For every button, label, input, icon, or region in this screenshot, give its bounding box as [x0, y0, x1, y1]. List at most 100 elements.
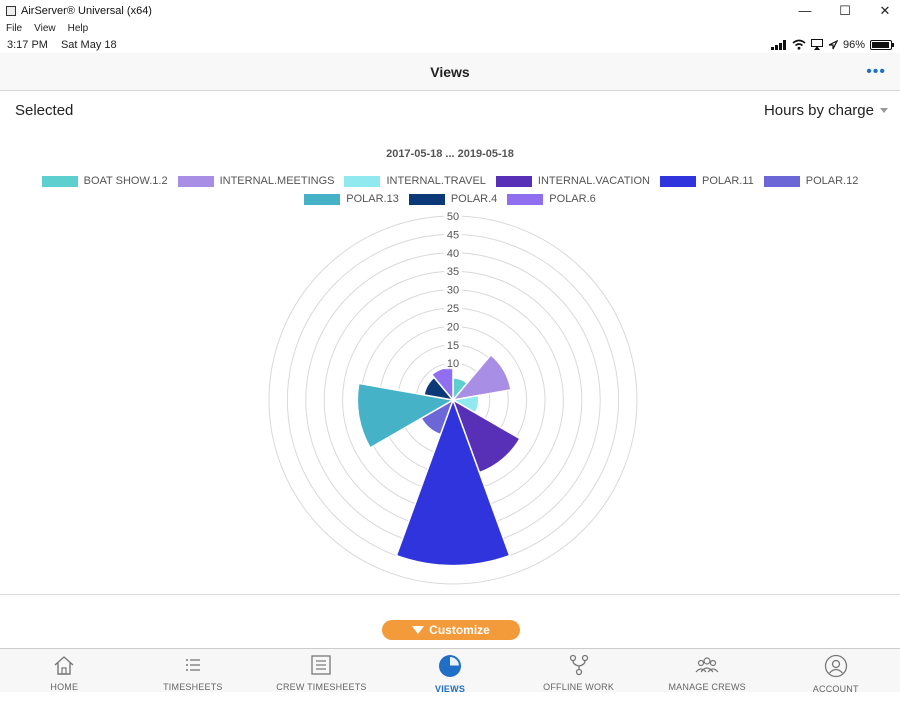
home-icon [52, 654, 76, 676]
legend-swatch [408, 193, 445, 205]
tab-label: VIEWS [435, 684, 466, 694]
user-icon [824, 654, 848, 678]
window-controls: — ☐ ✕ [780, 0, 900, 21]
polar-wedge [451, 353, 512, 402]
cellular-signal-icon [770, 39, 786, 50]
tick-label: 25 [447, 303, 459, 315]
legend-label: BOAT SHOW.1.2 [83, 175, 168, 187]
tab-label: CREW TIMESHEETS [276, 682, 367, 692]
page-title: Views [430, 64, 470, 80]
more-options-icon[interactable]: ••• [866, 63, 886, 80]
tick-label-bg [444, 228, 462, 241]
chart-legend: BOAT SHOW.1.2 INTERNAL.MEETINGS INTERNAL.T… [40, 175, 860, 205]
legend-swatch [41, 175, 78, 187]
status-bar: 3:17 PM Sat May 18 96% [0, 36, 900, 53]
tick-label-bg [444, 357, 462, 370]
tab-label: TIMESHEETS [163, 682, 223, 692]
tick-label: 10 [447, 358, 459, 370]
legend-label: POLAR.13 [346, 193, 399, 205]
tab-label: MANAGE CREWS [668, 682, 746, 692]
tab-account[interactable]: ACCOUNT [771, 649, 900, 694]
tick-label-bg [444, 246, 462, 259]
tick-label: 15 [447, 340, 459, 352]
list-icon [181, 654, 205, 676]
status-indicators: 96% [770, 36, 894, 53]
legend-item[interactable]: POLAR.12 [763, 175, 859, 187]
tab-label: ACCOUNT [812, 684, 859, 694]
customize-button[interactable]: Customize [382, 620, 520, 640]
selected-label: Selected [15, 102, 74, 119]
tick-label: 35 [447, 266, 459, 278]
legend-swatch [507, 193, 544, 205]
battery-icon [870, 39, 894, 50]
tick-label-bg [444, 302, 462, 314]
tick-label: 20 [447, 321, 459, 333]
legend-swatch [304, 193, 341, 205]
dropdown-caret-icon [880, 108, 888, 113]
menu-bar: File View Help [0, 21, 900, 36]
tick-label: 50 [447, 211, 459, 223]
tab-views[interactable]: VIEWS [386, 649, 515, 694]
tab-label: OFFLINE WORK [543, 682, 615, 692]
tab-timesheets[interactable]: TIMESHEETS [129, 649, 258, 692]
legend-label: POLAR.11 [701, 175, 754, 187]
legend-label: INTERNAL.TRAVEL [386, 175, 486, 187]
tab-bar: HOME TIMESHEETS CREW TIMESHEETS VIEWS OF… [0, 648, 900, 694]
minimize-icon[interactable]: — [798, 3, 812, 18]
legend-item[interactable]: POLAR.6 [507, 193, 596, 205]
legend-item[interactable]: POLAR.13 [304, 193, 399, 205]
document-list-icon [309, 654, 333, 676]
legend-swatch [495, 175, 532, 187]
legend-label: INTERNAL.VACATION [537, 175, 650, 187]
view-selector-value: Hours by charge [763, 102, 874, 119]
battery-percent: 96% [842, 38, 865, 51]
legend-swatch [344, 175, 381, 187]
tick-label: 40 [447, 248, 459, 260]
legend-item[interactable]: INTERNAL.VACATION [495, 175, 650, 187]
polar-chart-svg: 10 15 20 25 30 35 40 45 50 [268, 210, 638, 585]
polar-chart: 10 15 20 25 30 35 40 45 50 2017-05-18 ... 2019-0… [0, 135, 900, 590]
airplay-icon [810, 39, 823, 50]
status-time: 3:17 PM [7, 38, 48, 51]
group-icon [695, 654, 719, 676]
legend-item[interactable]: INTERNAL.MEETINGS [177, 175, 335, 187]
chart-title: 2017-05-18 ... 2019-05-18 [386, 148, 514, 160]
menu-file[interactable]: File [6, 23, 23, 34]
legend-swatch [763, 175, 800, 187]
branch-icon [567, 654, 591, 676]
window-bottom [0, 692, 900, 710]
tab-offline-work[interactable]: OFFLINE WORK [514, 649, 643, 692]
legend-swatch [659, 175, 696, 187]
legend-item[interactable]: INTERNAL.TRAVEL [344, 175, 486, 187]
view-selector[interactable]: Hours by charge [764, 102, 888, 119]
legend-label: POLAR.12 [805, 175, 859, 187]
customize-label: Customize [429, 623, 490, 637]
menu-view[interactable]: View [34, 23, 56, 34]
tab-home[interactable]: HOME [0, 649, 129, 692]
legend-item[interactable]: BOAT SHOW.1.2 [41, 175, 168, 187]
maximize-icon[interactable]: ☐ [839, 2, 851, 18]
tick-label-bg [444, 210, 462, 222]
polar-wedge [395, 397, 511, 567]
tick-label-bg [444, 320, 462, 333]
tab-label: HOME [50, 682, 79, 692]
app-icon [6, 5, 16, 16]
polar-wedge [356, 382, 456, 449]
tab-crew-timesheets[interactable]: CREW TIMESHEETS [257, 649, 386, 692]
location-icon [828, 39, 838, 49]
tick-label-bg [444, 338, 462, 351]
tab-manage-crews[interactable]: MANAGE CREWS [643, 649, 772, 692]
close-icon[interactable]: ✕ [879, 2, 891, 18]
tick-label: 45 [447, 229, 459, 241]
tick-label-bg [444, 283, 462, 296]
legend-label: POLAR.6 [549, 193, 596, 205]
status-date: Sat May 18 [60, 38, 117, 51]
legend-label: INTERNAL.MEETINGS [219, 175, 335, 187]
menu-help[interactable]: Help [67, 23, 89, 34]
filter-icon [412, 626, 425, 634]
pie-chart-icon [438, 654, 462, 678]
divider [0, 594, 900, 595]
legend-item[interactable]: POLAR.4 [408, 193, 497, 205]
tick-label: 30 [447, 285, 459, 297]
legend-item[interactable]: POLAR.11 [659, 175, 754, 187]
